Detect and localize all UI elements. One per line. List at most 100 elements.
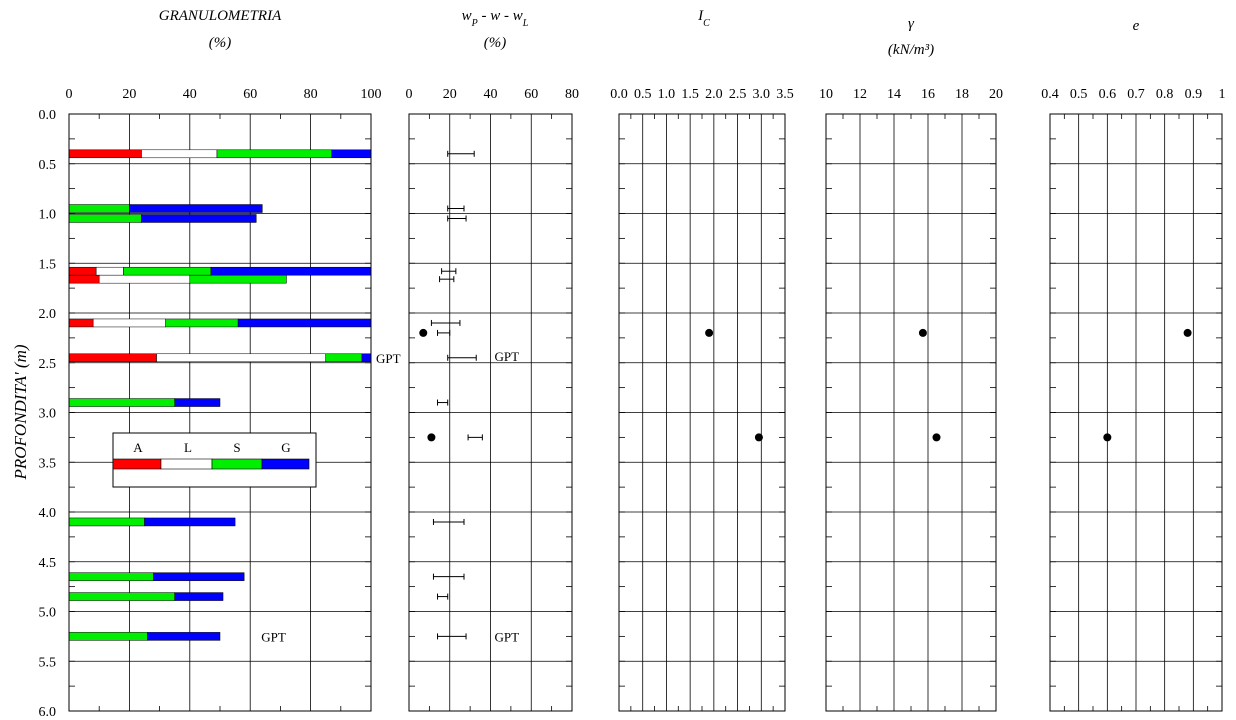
x-tick-label: 0.5 xyxy=(1070,87,1088,102)
x-tick-label: 0.5 xyxy=(634,87,652,102)
y-tick-label: 0.5 xyxy=(39,158,57,173)
legend-label-s: S xyxy=(233,440,240,455)
x-tick-label: 0.6 xyxy=(1099,87,1117,102)
panel-e: 0.4 0.5 0.6 0.7 0.8 0.9 1 xyxy=(1041,87,1226,712)
bar-segment-g xyxy=(153,572,245,581)
y-tick-label: 5.0 xyxy=(39,606,57,621)
x-tick-label: 20 xyxy=(443,87,457,102)
x-tick-label: 60 xyxy=(524,87,538,102)
x-tick-label: 12 xyxy=(853,87,867,102)
plot-layer: 0 20 40 60 80 100 GPT GPT 0 20 40 60 80 GPT GPT 0.0 0.5 1… xyxy=(39,87,1226,720)
x-tick-label: 40 xyxy=(183,87,197,102)
y-tick-label: 0.0 xyxy=(39,108,57,123)
bar-segment-l xyxy=(92,318,166,328)
panel-title-atterberg: wP - w - wL (%) xyxy=(462,8,529,51)
legend-swatch-s xyxy=(211,458,263,470)
x-tick-label: 3.0 xyxy=(753,87,771,102)
e-title: e xyxy=(1133,18,1140,34)
panel-granulometria: 0 20 40 60 80 100 GPT GPT xyxy=(66,87,401,712)
x-tick-label: 10 xyxy=(819,87,833,102)
water-content-point xyxy=(427,433,436,442)
bar-segment-s xyxy=(123,266,212,276)
x-tick-label: 0 xyxy=(66,87,73,102)
legend-swatch-a xyxy=(112,458,162,470)
bar-segment-g xyxy=(237,318,372,328)
panel-frame xyxy=(68,113,372,712)
panel-title-gamma: γ (kN/m³) xyxy=(888,16,934,58)
y-axis-label: PROFONDITA' (m) xyxy=(11,344,30,480)
bar-segment-a xyxy=(68,353,157,363)
y-tick-label: 1.5 xyxy=(39,257,57,272)
gpt-annotation: GPT xyxy=(495,629,520,644)
bar-segment-a xyxy=(68,318,94,328)
bar-segment-s xyxy=(68,632,148,641)
panel-title-e: e xyxy=(1133,18,1140,34)
y-tick-label: 6.0 xyxy=(39,705,57,720)
panel-title-ic: IC xyxy=(697,8,710,29)
gpt-annotation: GPT xyxy=(495,349,520,364)
x-tick-label: 14 xyxy=(887,87,901,102)
gamma-unit: (kN/m³) xyxy=(888,42,934,58)
bar-segment-s xyxy=(165,318,239,328)
bar-segment-g xyxy=(174,398,221,407)
bar-segment-s xyxy=(68,592,175,601)
panel-atterberg: 0 20 40 60 80 GPT GPT xyxy=(406,87,579,712)
panel-frame xyxy=(618,113,786,712)
bar-segment-l xyxy=(98,274,191,284)
bar-segment-s xyxy=(325,353,363,363)
bar-segment-l xyxy=(156,353,326,363)
bar-segment-g xyxy=(129,204,263,213)
granulometria-legend: A L S G xyxy=(112,432,317,488)
data-point xyxy=(932,433,941,442)
y-tick-label: 5.5 xyxy=(39,655,57,670)
legend-label-l: L xyxy=(184,440,192,455)
x-tick-label: 2.0 xyxy=(705,87,723,102)
bar-segment-l xyxy=(95,266,124,276)
x-tick-label: 2.5 xyxy=(729,87,747,102)
panel-ic: 0.0 0.5 1.0 1.5 2.0 2.5 3.0 3.5 xyxy=(610,87,794,712)
y-tick-label: 4.5 xyxy=(39,556,57,571)
gpt-annotation: GPT xyxy=(376,351,401,366)
bar-segment-a xyxy=(68,274,100,284)
x-tick-label: 1.0 xyxy=(658,87,676,102)
x-tick-label: 20 xyxy=(122,87,136,102)
bar-segment-g xyxy=(331,149,372,159)
bar-segment-g xyxy=(147,632,221,641)
x-tick-label: 3.5 xyxy=(776,87,794,102)
x-tick-label: 0 xyxy=(406,87,413,102)
granulometria-unit: (%) xyxy=(209,35,232,51)
data-point xyxy=(1183,328,1192,337)
y-tick-label: 1.0 xyxy=(39,208,57,223)
granulometria-title: GRANULOMETRIA xyxy=(159,8,282,24)
bar-segment-g xyxy=(210,266,372,276)
bar-segment-s xyxy=(216,149,332,159)
x-tick-label: 60 xyxy=(243,87,257,102)
x-tick-label: 80 xyxy=(304,87,318,102)
x-tick-label: 0.9 xyxy=(1185,87,1203,102)
y-tick-label: 2.5 xyxy=(39,357,57,372)
y-tick-label: 3.5 xyxy=(39,456,57,471)
x-tick-label: 1.5 xyxy=(681,87,699,102)
panel-title-granulometria: GRANULOMETRIA (%) xyxy=(159,8,282,51)
atterberg-title: wP - w - wL xyxy=(462,8,529,29)
y-tick-label: 4.0 xyxy=(39,506,57,521)
gpt-annotation: GPT xyxy=(261,629,286,644)
data-point xyxy=(1103,433,1112,442)
legend-label-g: G xyxy=(281,440,290,455)
x-tick-label: 1 xyxy=(1219,87,1226,102)
x-tick-label: 0.0 xyxy=(610,87,628,102)
bar-segment-s xyxy=(68,204,130,213)
legend-swatch-l xyxy=(160,458,213,470)
panel-frame xyxy=(408,113,573,712)
x-tick-label: 18 xyxy=(955,87,969,102)
data-point xyxy=(705,328,714,337)
water-content-point xyxy=(419,328,428,337)
gamma-title: γ xyxy=(908,16,915,32)
bar-segment-g xyxy=(141,214,257,223)
x-tick-label: 100 xyxy=(361,87,382,102)
ic-title: IC xyxy=(697,8,710,29)
data-point xyxy=(918,328,927,337)
bar-segment-g xyxy=(174,592,224,601)
panel-frame xyxy=(825,113,997,712)
